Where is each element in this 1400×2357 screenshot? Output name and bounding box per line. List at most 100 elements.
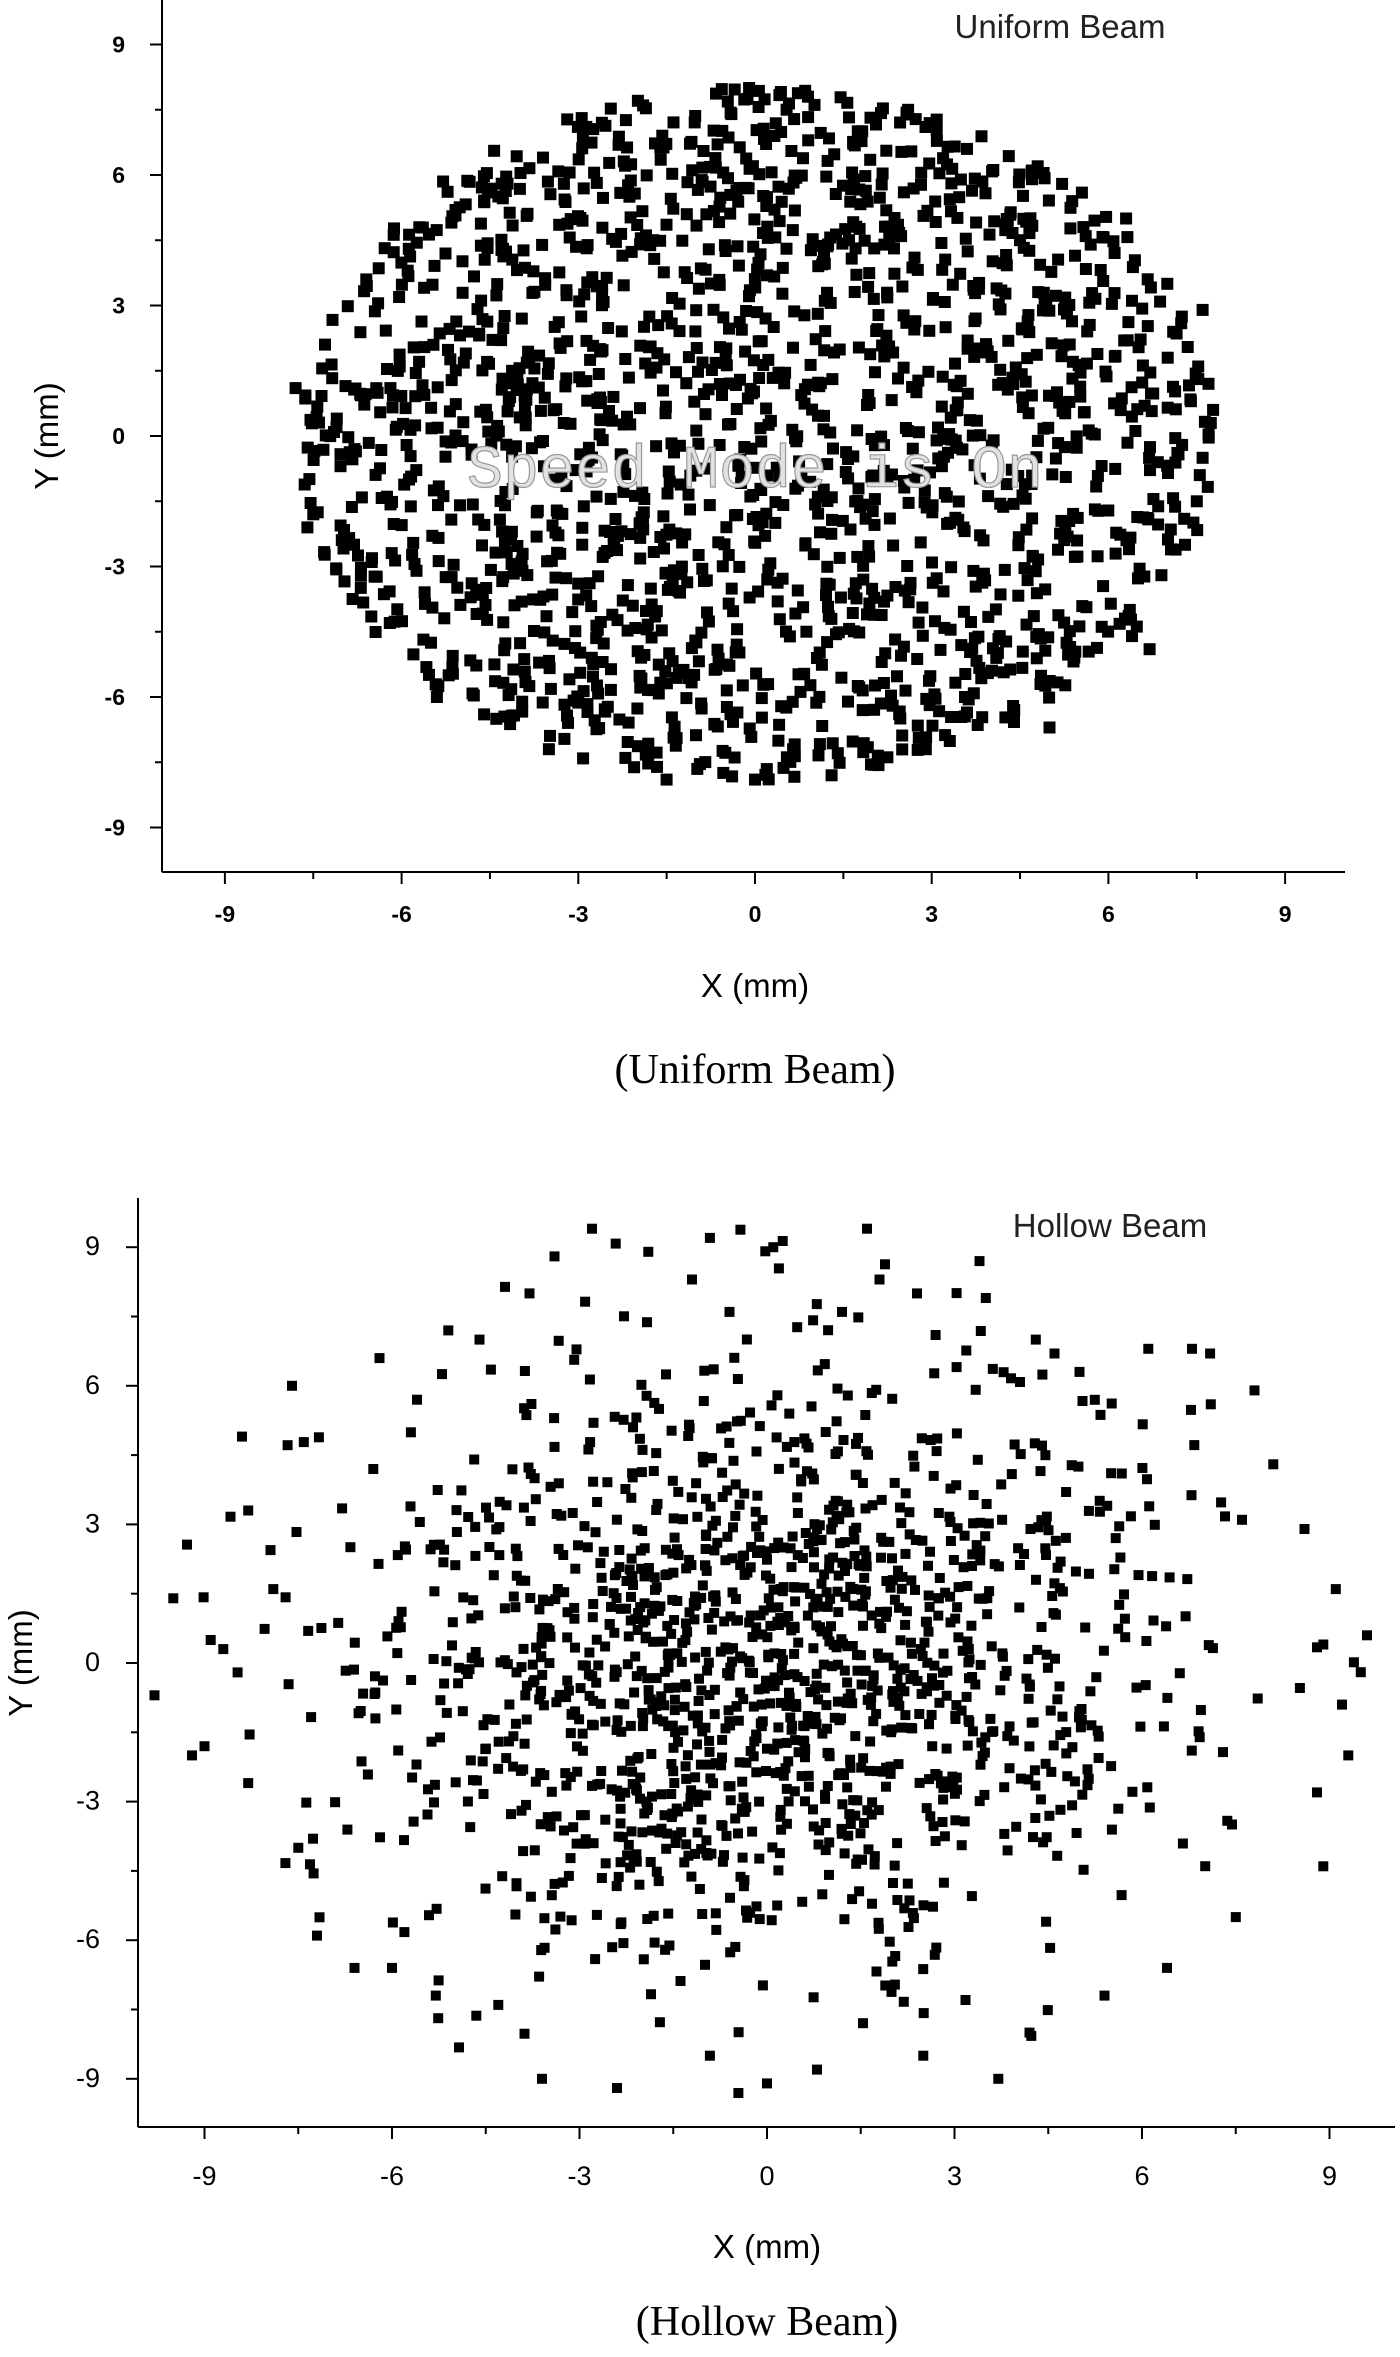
data-point <box>501 1500 512 1511</box>
data-point <box>974 529 987 542</box>
data-point <box>617 485 630 498</box>
data-point <box>1080 1622 1091 1633</box>
data-point <box>775 1697 786 1708</box>
data-point <box>646 1608 657 1619</box>
data-point <box>1053 396 1066 409</box>
data-point <box>663 1658 674 1669</box>
data-point <box>852 1649 862 1660</box>
data-point <box>907 1908 918 1918</box>
data-point <box>1237 1514 1247 1525</box>
data-point <box>755 1610 766 1621</box>
data-point <box>722 549 735 561</box>
data-point <box>820 589 832 602</box>
data-point <box>922 1686 932 1697</box>
data-point <box>755 692 768 705</box>
data-point <box>813 690 826 703</box>
data-point <box>422 1809 433 1820</box>
data-point <box>591 1677 602 1688</box>
data-point <box>777 1236 788 1246</box>
data-point <box>622 371 635 384</box>
data-point <box>590 280 603 293</box>
data-point <box>666 655 679 668</box>
data-point <box>847 1641 858 1651</box>
data-point <box>860 1586 871 1597</box>
data-point <box>901 1606 912 1617</box>
data-point <box>1131 1682 1142 1693</box>
data-point <box>187 1750 197 1761</box>
data-point <box>654 234 667 247</box>
data-point <box>674 478 687 491</box>
data-point <box>604 492 617 505</box>
data-point <box>639 1543 650 1554</box>
data-point <box>750 461 762 474</box>
data-point <box>651 1866 662 1877</box>
data-point <box>1046 1766 1057 1777</box>
data-point <box>945 1517 956 1527</box>
data-point <box>974 1796 985 1807</box>
data-point <box>951 1428 962 1439</box>
data-point <box>516 1662 527 1673</box>
data-point <box>824 1504 835 1515</box>
data-point <box>908 1913 919 1924</box>
data-point <box>341 300 354 313</box>
data-point <box>802 134 815 147</box>
data-point <box>437 175 450 188</box>
data-point <box>1095 620 1108 633</box>
data-point <box>659 1810 670 1821</box>
data-point <box>938 1782 949 1793</box>
data-point <box>663 1908 674 1919</box>
data-point <box>966 1891 977 1902</box>
data-point <box>439 1544 450 1555</box>
data-point <box>488 1570 499 1581</box>
data-point <box>447 1617 458 1628</box>
data-point <box>399 1927 410 1938</box>
data-point <box>720 521 733 534</box>
data-point <box>535 1819 546 1830</box>
data-point <box>1040 1758 1051 1769</box>
data-point <box>1152 518 1165 531</box>
data-points <box>149 1223 1372 2098</box>
data-point <box>610 1238 621 1249</box>
data-point <box>760 138 773 150</box>
data-point <box>1025 389 1038 402</box>
data-point <box>670 1838 681 1848</box>
data-point <box>437 1369 447 1380</box>
data-point <box>884 1936 895 1947</box>
data-point <box>572 1766 583 1777</box>
data-point <box>638 320 650 333</box>
data-point <box>1063 395 1076 408</box>
data-point <box>717 1467 728 1478</box>
data-point <box>947 1771 958 1782</box>
data-point <box>647 546 660 558</box>
data-point <box>616 594 629 607</box>
data-point <box>624 1564 635 1575</box>
data-point <box>760 763 773 776</box>
data-point <box>1147 387 1160 400</box>
data-point <box>690 1848 701 1859</box>
data-point <box>761 1766 771 1776</box>
data-point <box>1107 235 1120 248</box>
data-point <box>868 1670 879 1681</box>
data-point <box>439 247 452 260</box>
data-point <box>856 125 869 138</box>
data-point <box>563 231 576 244</box>
data-point <box>548 473 560 486</box>
data-point <box>881 1576 892 1586</box>
data-point <box>783 1756 794 1767</box>
data-point <box>719 746 732 759</box>
data-point <box>729 1352 740 1363</box>
data-point <box>950 1815 961 1826</box>
data-point <box>550 504 563 517</box>
data-point <box>441 185 454 198</box>
data-point <box>713 439 726 451</box>
data-point <box>387 228 400 241</box>
data-point <box>633 669 646 682</box>
data-point <box>560 572 573 585</box>
data-point <box>1040 1450 1051 1461</box>
data-point <box>660 1544 671 1555</box>
data-point <box>946 278 959 291</box>
data-point <box>1126 630 1138 643</box>
data-point <box>545 1631 556 1642</box>
data-point <box>969 312 982 325</box>
data-point <box>772 1900 783 1911</box>
